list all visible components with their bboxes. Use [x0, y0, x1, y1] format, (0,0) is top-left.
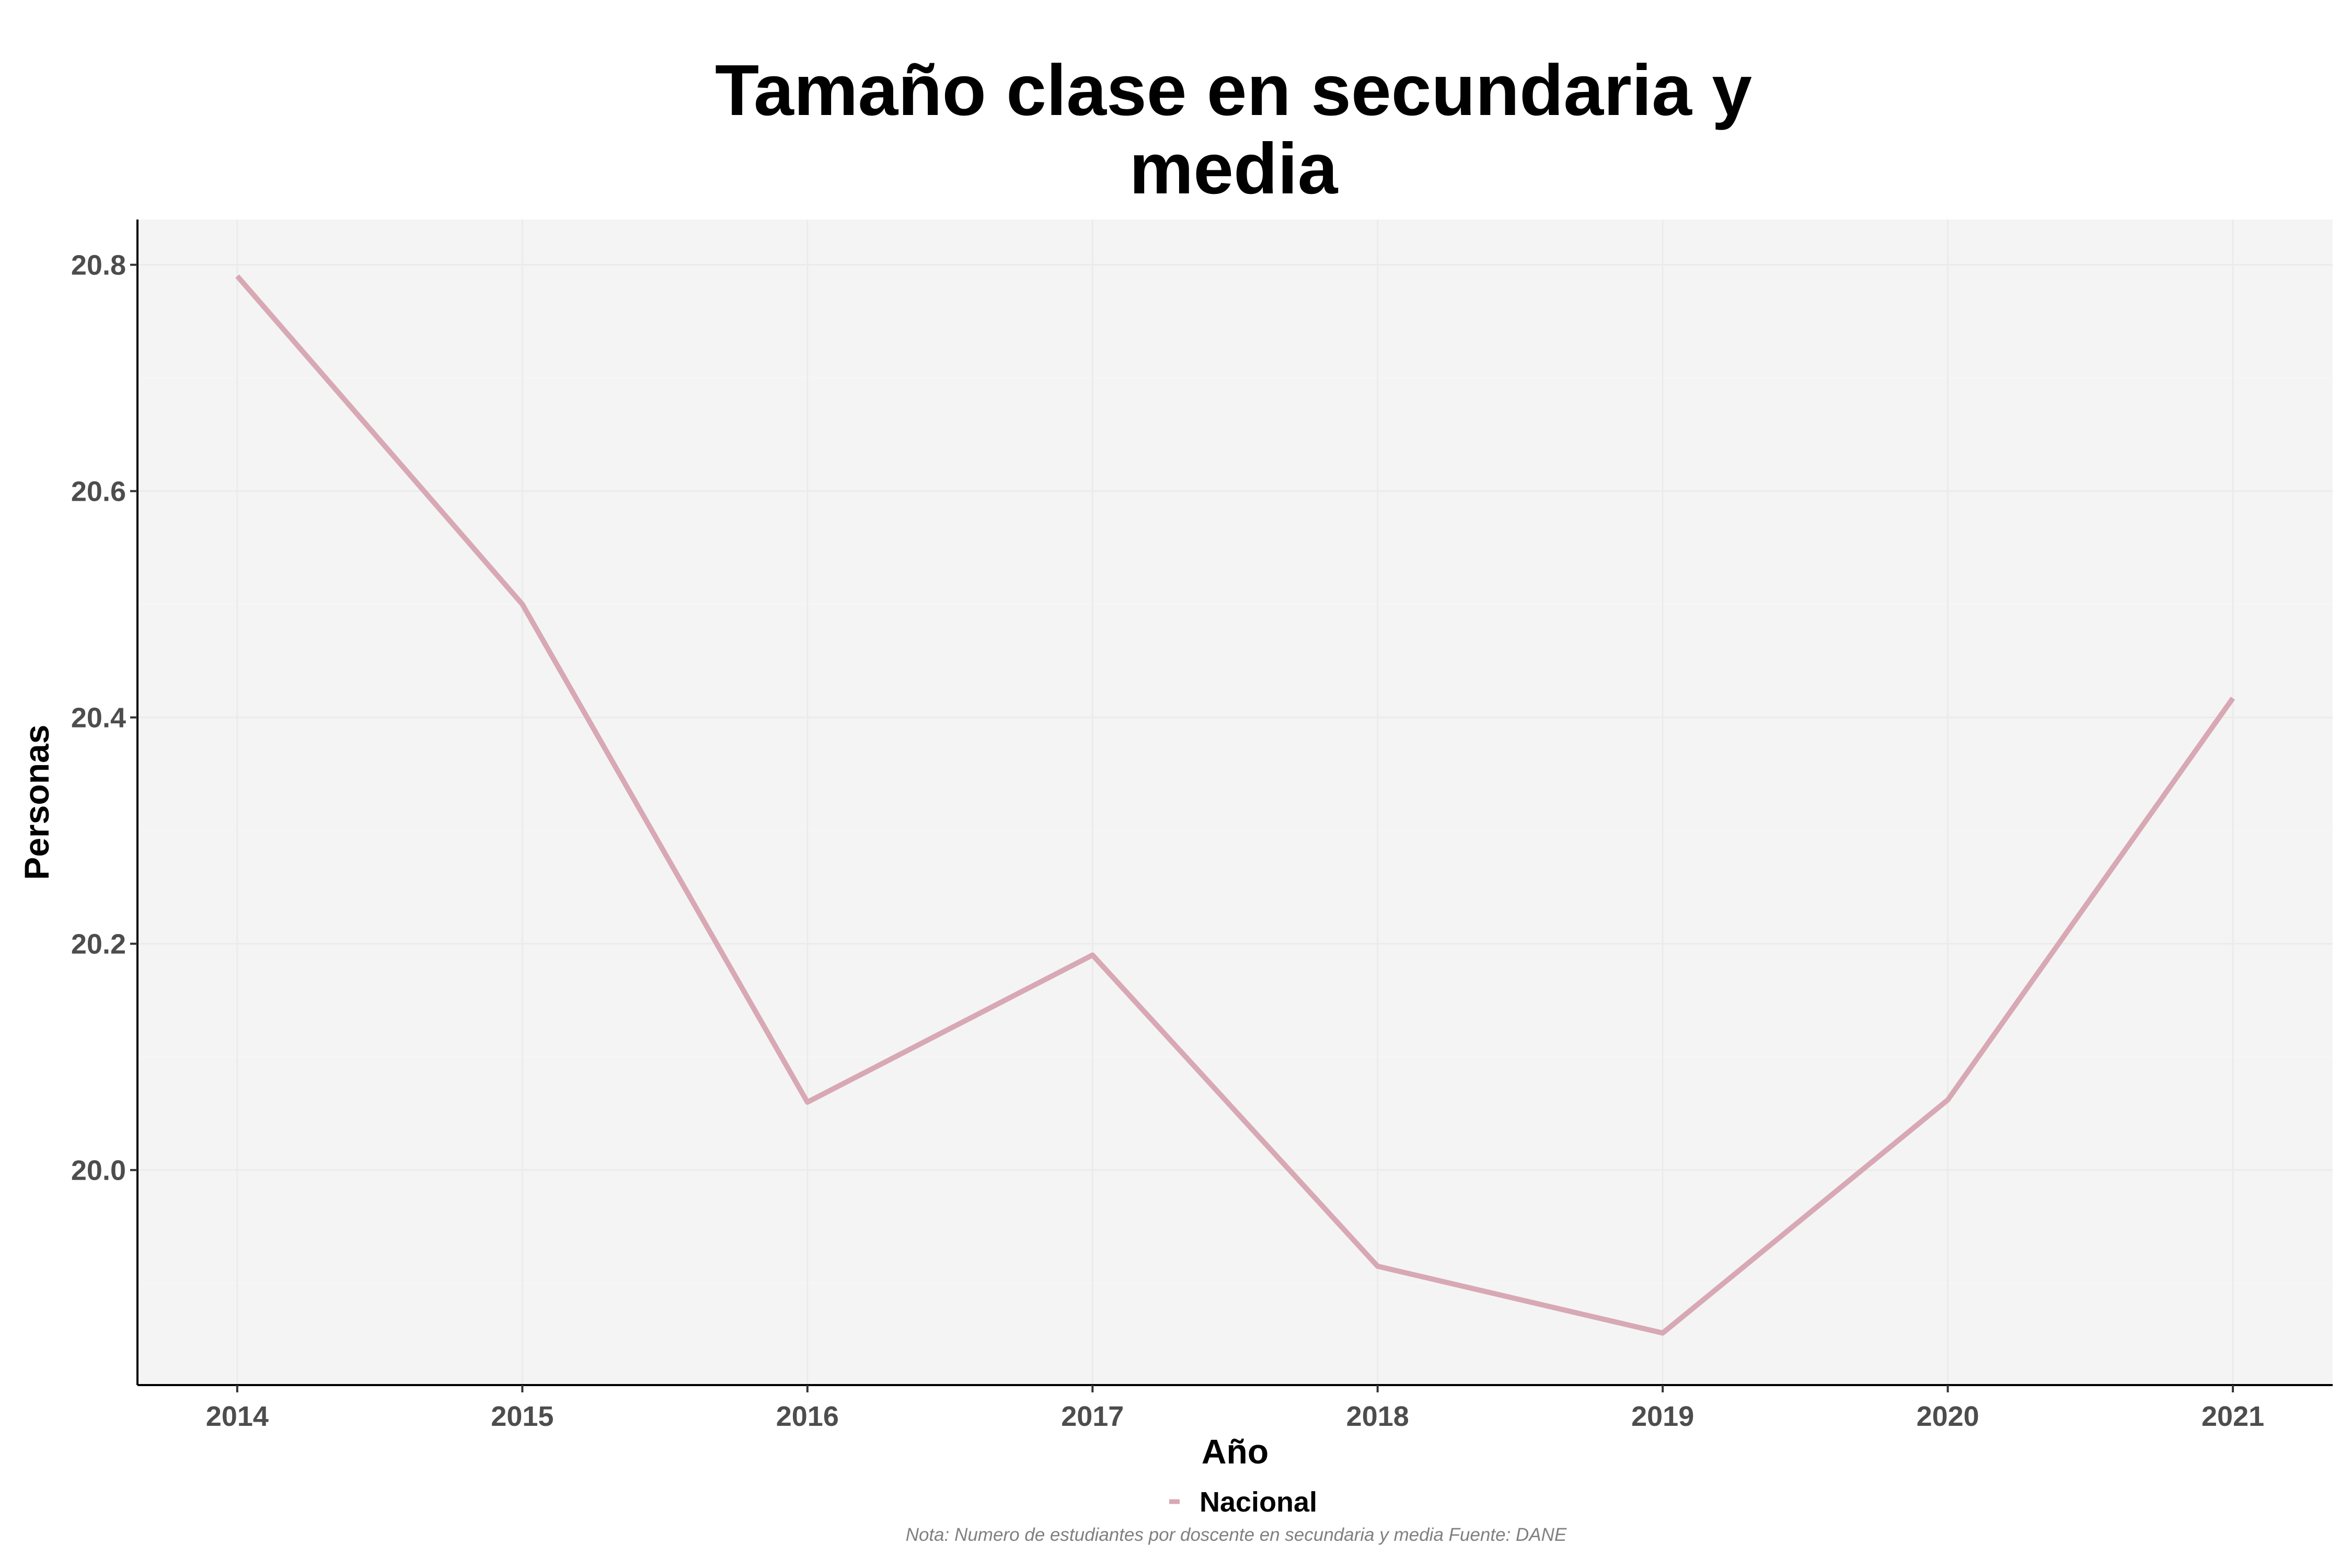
x-tick-label: 2017 — [1061, 1401, 1124, 1432]
x-axis-title: Año — [1202, 1432, 1269, 1471]
x-tick-label: 2014 — [206, 1401, 269, 1432]
x-tick-label: 2020 — [1917, 1401, 1979, 1432]
x-tick-label: 2016 — [776, 1401, 839, 1432]
y-tick-label: 20.6 — [71, 476, 126, 508]
x-ticks: 2014 2015 2016 2017 2018 2019 2020 2021 — [206, 1385, 2264, 1432]
y-tick-label: 20.8 — [71, 250, 126, 281]
y-axis-title: Personas — [17, 724, 56, 880]
chart-title-line-2: media — [1129, 129, 1339, 209]
legend-label: Nacional — [1200, 1486, 1317, 1518]
x-tick-label: 2019 — [1631, 1401, 1694, 1432]
y-tick-label: 20.0 — [71, 1155, 126, 1186]
y-ticks: 20.0 20.2 20.4 20.6 20.8 — [71, 250, 137, 1186]
x-tick-label: 2021 — [2201, 1401, 2264, 1432]
series-line-nacional — [235, 274, 2235, 1336]
x-tick-label: 2018 — [1346, 1401, 1409, 1432]
legend: Nacional — [1169, 1486, 1317, 1518]
plot-panel — [137, 220, 2333, 1385]
grid-lines — [137, 220, 2333, 1385]
x-tick-label: 2015 — [491, 1401, 554, 1432]
chart-caption: Nota: Numero de estudiantes por doscente… — [906, 1525, 1567, 1545]
chart-title-line-1: Tamaño clase en secundaria y — [715, 50, 1752, 131]
y-tick-label: 20.2 — [71, 929, 126, 960]
series-layer — [235, 274, 2235, 1336]
y-tick-label: 20.4 — [71, 702, 126, 734]
